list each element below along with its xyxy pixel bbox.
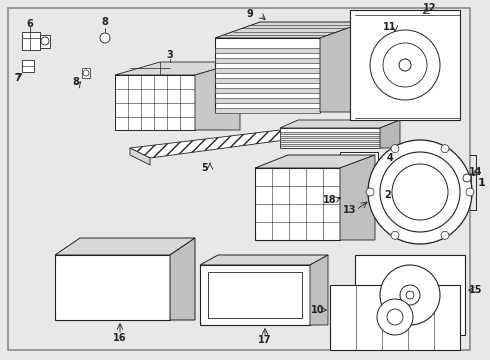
- Polygon shape: [355, 42, 430, 60]
- Polygon shape: [115, 62, 240, 75]
- Text: 1: 1: [478, 178, 486, 188]
- Polygon shape: [255, 155, 375, 168]
- Polygon shape: [170, 238, 195, 320]
- Polygon shape: [280, 132, 380, 134]
- Polygon shape: [215, 58, 320, 63]
- Circle shape: [466, 188, 474, 196]
- Text: 16: 16: [113, 333, 127, 343]
- Polygon shape: [390, 64, 404, 87]
- Circle shape: [463, 174, 471, 182]
- Polygon shape: [355, 46, 430, 48]
- Polygon shape: [82, 68, 90, 78]
- Polygon shape: [55, 238, 195, 255]
- Polygon shape: [215, 68, 320, 73]
- Polygon shape: [355, 50, 430, 52]
- Polygon shape: [208, 272, 302, 318]
- Polygon shape: [215, 98, 320, 103]
- Circle shape: [41, 37, 49, 45]
- Text: 12: 12: [423, 3, 437, 13]
- Polygon shape: [355, 58, 430, 60]
- Text: 11: 11: [383, 22, 397, 32]
- Polygon shape: [195, 62, 240, 130]
- Polygon shape: [280, 128, 380, 148]
- Polygon shape: [215, 108, 320, 113]
- Circle shape: [83, 70, 89, 76]
- Polygon shape: [215, 22, 365, 38]
- Polygon shape: [340, 152, 378, 195]
- Bar: [463, 175, 471, 197]
- Circle shape: [441, 231, 449, 239]
- Circle shape: [406, 291, 414, 299]
- Polygon shape: [115, 75, 195, 130]
- Circle shape: [441, 145, 449, 153]
- Polygon shape: [340, 155, 375, 240]
- Text: 15: 15: [469, 285, 483, 295]
- Text: 8: 8: [73, 77, 79, 87]
- Circle shape: [399, 59, 411, 71]
- Circle shape: [392, 164, 448, 220]
- Text: 14: 14: [469, 167, 483, 177]
- Polygon shape: [200, 265, 310, 325]
- Text: 4: 4: [387, 153, 393, 163]
- Polygon shape: [407, 61, 428, 73]
- Polygon shape: [130, 130, 300, 158]
- Polygon shape: [22, 32, 40, 50]
- Bar: [355, 255, 465, 335]
- Polygon shape: [280, 136, 380, 138]
- Circle shape: [380, 265, 440, 325]
- Polygon shape: [215, 88, 320, 93]
- Polygon shape: [390, 47, 408, 62]
- Polygon shape: [40, 35, 50, 48]
- Polygon shape: [280, 140, 380, 142]
- Polygon shape: [200, 255, 328, 265]
- Circle shape: [391, 145, 399, 153]
- Polygon shape: [280, 144, 380, 146]
- Polygon shape: [355, 35, 445, 42]
- Polygon shape: [380, 120, 400, 148]
- Text: 2: 2: [385, 190, 392, 200]
- Polygon shape: [255, 168, 340, 240]
- Text: 13: 13: [343, 205, 357, 215]
- Circle shape: [387, 309, 403, 325]
- Circle shape: [377, 299, 413, 335]
- Circle shape: [366, 188, 374, 196]
- Polygon shape: [215, 48, 320, 53]
- Text: 7: 7: [15, 73, 22, 83]
- Polygon shape: [22, 60, 34, 72]
- Polygon shape: [430, 35, 445, 60]
- Text: 18: 18: [323, 195, 337, 205]
- Circle shape: [391, 231, 399, 239]
- Polygon shape: [310, 255, 328, 325]
- Polygon shape: [130, 148, 150, 165]
- Text: 9: 9: [246, 9, 253, 19]
- Text: 8: 8: [101, 17, 108, 27]
- Polygon shape: [346, 158, 372, 189]
- Polygon shape: [55, 255, 170, 320]
- Circle shape: [380, 152, 460, 232]
- Polygon shape: [320, 22, 365, 112]
- Circle shape: [370, 30, 440, 100]
- Circle shape: [368, 140, 472, 244]
- Text: 5: 5: [201, 163, 208, 173]
- Text: 10: 10: [311, 305, 325, 315]
- Bar: [350, 10, 460, 120]
- Circle shape: [383, 43, 427, 87]
- Polygon shape: [355, 54, 430, 56]
- Text: 3: 3: [167, 50, 173, 60]
- Polygon shape: [215, 38, 320, 112]
- Text: 6: 6: [26, 19, 33, 29]
- Polygon shape: [215, 78, 320, 83]
- Text: 17: 17: [258, 335, 272, 345]
- Circle shape: [100, 33, 110, 43]
- Polygon shape: [280, 120, 400, 128]
- Circle shape: [400, 285, 420, 305]
- Bar: [330, 285, 460, 350]
